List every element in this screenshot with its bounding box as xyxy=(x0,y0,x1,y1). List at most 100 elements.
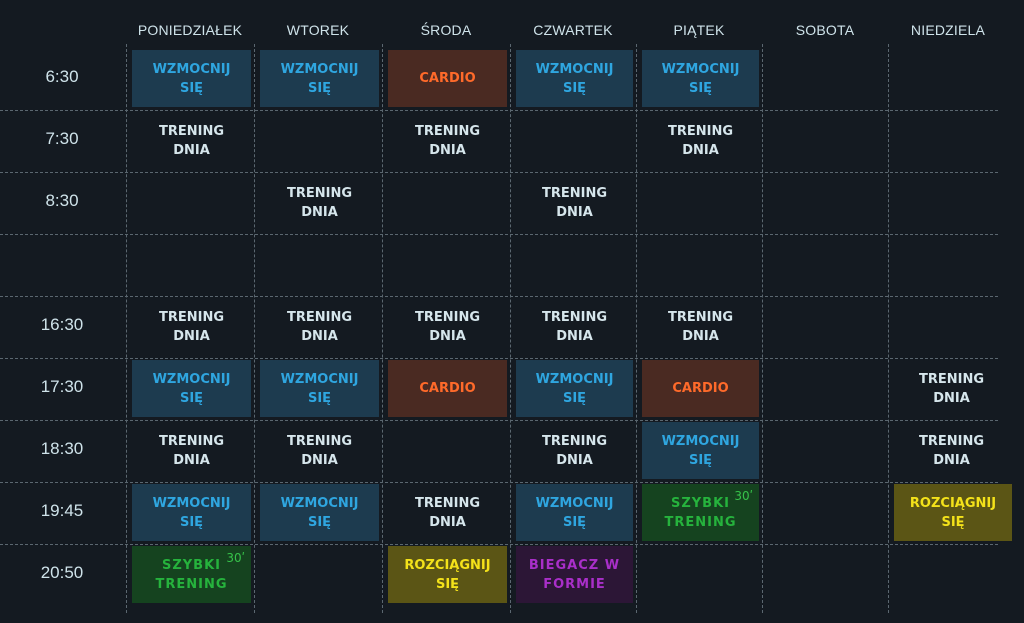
time-label: 17:30 xyxy=(40,377,84,396)
class-label: TRENING DNIA xyxy=(158,433,225,468)
class-label: SZYBKI TRENING xyxy=(664,495,737,530)
time-label: 19:45 xyxy=(40,501,84,520)
time-label: 20:50 xyxy=(40,563,84,582)
class-wzmocnij[interactable]: WZMOCNIJ SIĘ xyxy=(132,484,251,541)
class-cardio[interactable]: CARDIO xyxy=(642,360,759,417)
time-label: 6:30 xyxy=(45,67,79,86)
class-label: TRENING DNIA xyxy=(541,433,608,468)
class-wzmocnij[interactable]: WZMOCNIJ SIĘ xyxy=(132,360,251,417)
class-label: TRENING DNIA xyxy=(918,433,985,468)
column-separator xyxy=(126,44,127,613)
class-wzmocnij[interactable]: WZMOCNIJ SIĘ xyxy=(642,50,759,107)
class-label: TRENING DNIA xyxy=(286,185,353,220)
row-separator xyxy=(0,358,998,359)
column-separator xyxy=(382,44,383,613)
class-trening[interactable]: TRENING DNIA xyxy=(516,298,633,355)
class-trening[interactable]: TRENING DNIA xyxy=(132,112,251,169)
class-label: BIEGACZ W FORMIE xyxy=(528,557,621,592)
class-label: TRENING DNIA xyxy=(286,309,353,344)
day-header-3: CZWARTEK xyxy=(533,22,613,38)
class-label: CARDIO xyxy=(672,381,729,396)
class-label: WZMOCNIJ SIĘ xyxy=(152,371,231,406)
class-label: SZYBKI TRENING xyxy=(155,557,228,592)
row-separator xyxy=(0,420,998,421)
class-label: TRENING DNIA xyxy=(158,309,225,344)
class-label: WZMOCNIJ SIĘ xyxy=(535,371,614,406)
class-szybki[interactable]: SZYBKI TRENING 30ʹ xyxy=(132,546,251,603)
class-trening[interactable]: TRENING DNIA xyxy=(894,422,1009,479)
time-label: 7:30 xyxy=(45,129,79,148)
class-label: WZMOCNIJ SIĘ xyxy=(152,495,231,530)
class-label: TRENING DNIA xyxy=(918,371,985,406)
class-label: WZMOCNIJ SIĘ xyxy=(280,495,359,530)
class-wzmocnij[interactable]: WZMOCNIJ SIĘ xyxy=(516,360,633,417)
time-label: 16:30 xyxy=(40,315,84,334)
row-separator xyxy=(0,172,998,173)
class-label: TRENING DNIA xyxy=(414,123,481,158)
column-separator xyxy=(254,44,255,613)
class-trening[interactable]: TRENING DNIA xyxy=(642,298,759,355)
class-label: TRENING DNIA xyxy=(541,185,608,220)
class-trening[interactable]: TRENING DNIA xyxy=(260,422,379,479)
class-label: TRENING DNIA xyxy=(541,309,608,344)
class-label: ROZCIĄGNIJ SIĘ xyxy=(404,557,491,592)
class-label: WZMOCNIJ SIĘ xyxy=(535,61,614,96)
class-trening[interactable]: TRENING DNIA xyxy=(260,298,379,355)
class-label: CARDIO xyxy=(419,381,476,396)
class-wzmocnij[interactable]: WZMOCNIJ SIĘ xyxy=(260,50,379,107)
class-label: TRENING DNIA xyxy=(286,433,353,468)
class-label: TRENING DNIA xyxy=(667,309,734,344)
class-rozciagnij[interactable]: ROZCIĄGNIJ SIĘ xyxy=(894,484,1012,541)
class-label: WZMOCNIJ SIĘ xyxy=(535,495,614,530)
class-label: WZMOCNIJ SIĘ xyxy=(661,433,740,468)
row-separator xyxy=(0,110,998,111)
class-wzmocnij[interactable]: WZMOCNIJ SIĘ xyxy=(516,50,633,107)
day-header-4: PIĄTEK xyxy=(673,22,725,38)
class-wzmocnij[interactable]: WZMOCNIJ SIĘ xyxy=(642,422,759,479)
class-label: WZMOCNIJ SIĘ xyxy=(280,61,359,96)
class-rozciagnij[interactable]: ROZCIĄGNIJ SIĘ xyxy=(388,546,507,603)
class-cardio[interactable]: CARDIO xyxy=(388,360,507,417)
class-trening[interactable]: TRENING DNIA xyxy=(132,422,251,479)
class-label: ROZCIĄGNIJ SIĘ xyxy=(909,495,997,530)
class-cardio[interactable]: CARDIO xyxy=(388,50,507,107)
class-wzmocnij[interactable]: WZMOCNIJ SIĘ xyxy=(132,50,251,107)
class-trening[interactable]: TRENING DNIA xyxy=(388,112,507,169)
column-separator xyxy=(762,44,763,613)
class-trening[interactable]: TRENING DNIA xyxy=(260,174,379,231)
class-label: WZMOCNIJ SIĘ xyxy=(280,371,359,406)
class-label: WZMOCNIJ SIĘ xyxy=(661,61,740,96)
class-trening[interactable]: TRENING DNIA xyxy=(894,360,1009,417)
class-label: TRENING DNIA xyxy=(158,123,225,158)
class-label: TRENING DNIA xyxy=(667,123,734,158)
duration-badge: 30ʹ xyxy=(226,551,245,565)
class-szybki[interactable]: SZYBKI TRENING 30ʹ xyxy=(642,484,759,541)
class-trening[interactable]: TRENING DNIA xyxy=(516,422,633,479)
time-label: 18:30 xyxy=(40,439,84,458)
class-label: CARDIO xyxy=(419,71,476,86)
row-separator xyxy=(0,296,998,297)
column-separator xyxy=(510,44,511,613)
day-header-6: NIEDZIELA xyxy=(910,22,986,38)
duration-badge: 30ʹ xyxy=(734,489,753,503)
day-header-1: WTOREK xyxy=(286,22,350,38)
class-biegacz[interactable]: BIEGACZ W FORMIE xyxy=(516,546,633,603)
class-wzmocnij[interactable]: WZMOCNIJ SIĘ xyxy=(260,360,379,417)
row-separator xyxy=(0,234,998,235)
class-trening[interactable]: TRENING DNIA xyxy=(132,298,251,355)
class-wzmocnij[interactable]: WZMOCNIJ SIĘ xyxy=(260,484,379,541)
column-separator xyxy=(888,44,889,613)
class-trening[interactable]: TRENING DNIA xyxy=(388,298,507,355)
class-trening[interactable]: TRENING DNIA xyxy=(642,112,759,169)
day-header-2: ŚRODA xyxy=(420,22,472,38)
class-trening[interactable]: TRENING DNIA xyxy=(516,174,633,231)
row-separator xyxy=(0,544,998,545)
day-header-5: SOBOTA xyxy=(795,22,855,38)
column-separator xyxy=(636,44,637,613)
class-label: TRENING DNIA xyxy=(414,495,481,530)
class-label: TRENING DNIA xyxy=(414,309,481,344)
class-wzmocnij[interactable]: WZMOCNIJ SIĘ xyxy=(516,484,633,541)
row-separator xyxy=(0,482,998,483)
class-trening[interactable]: TRENING DNIA xyxy=(388,484,507,541)
